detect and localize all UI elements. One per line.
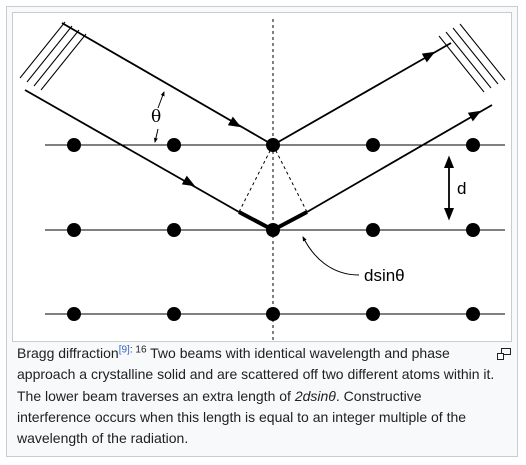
atom bbox=[167, 138, 181, 152]
construction-line-right bbox=[272, 144, 308, 213]
atoms bbox=[67, 138, 480, 321]
atom bbox=[266, 307, 280, 321]
atom bbox=[466, 138, 480, 152]
atom bbox=[67, 223, 81, 237]
atom bbox=[366, 307, 380, 321]
reference-superscript: [9]: 16 bbox=[119, 344, 147, 355]
atom bbox=[67, 307, 81, 321]
atom bbox=[167, 223, 181, 237]
caption-formula: 2dsinθ bbox=[294, 387, 336, 404]
outgoing-wavefronts bbox=[438, 23, 506, 93]
atom bbox=[266, 138, 280, 152]
reference-pages: : 16 bbox=[129, 344, 147, 356]
incoming-wavefronts bbox=[19, 21, 87, 91]
theta-arrow-top bbox=[157, 91, 165, 109]
dsintheta-pointer bbox=[302, 236, 360, 276]
bragg-diagram: θ d dsinθ bbox=[19, 19, 506, 341]
dsintheta-label: dsinθ bbox=[364, 266, 405, 285]
construction-line-left bbox=[238, 144, 274, 213]
atom bbox=[466, 307, 480, 321]
atom bbox=[366, 223, 380, 237]
atom bbox=[167, 307, 181, 321]
atom bbox=[366, 138, 380, 152]
upper-reflected-beam bbox=[272, 42, 452, 146]
caption-text-1: Two beams with identical wavelength and … bbox=[17, 345, 495, 404]
lower-incident-beam bbox=[24, 89, 240, 213]
theta-label: θ bbox=[151, 107, 161, 127]
lower-reflected-beam bbox=[306, 104, 493, 213]
upper-incident-beam bbox=[61, 22, 274, 146]
d-label: d bbox=[457, 179, 466, 198]
theta-arrow-bottom bbox=[153, 128, 159, 143]
figure-caption: Bragg diffraction[9]: 16 Two beams with … bbox=[17, 343, 495, 449]
caption-text-2: . Constructive interference occurs when … bbox=[17, 387, 467, 447]
bragg-diffraction-image[interactable]: θ d dsinθ bbox=[12, 12, 512, 342]
reference-link[interactable]: [9] bbox=[118, 344, 130, 356]
figure-thumbnail: θ d dsinθ Bragg diffraction[9]: 16 Two b… bbox=[6, 6, 518, 457]
atom bbox=[67, 138, 81, 152]
caption-title: Bragg diffraction bbox=[17, 345, 119, 361]
atom bbox=[466, 223, 480, 237]
enlarge-icon[interactable] bbox=[497, 348, 511, 360]
atom bbox=[266, 223, 280, 237]
